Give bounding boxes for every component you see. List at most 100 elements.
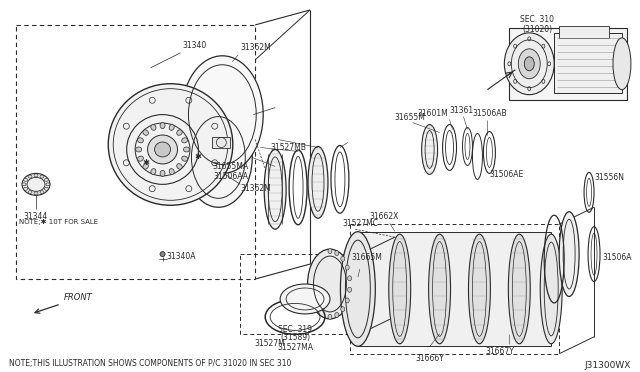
Ellipse shape (28, 190, 32, 193)
Ellipse shape (184, 147, 189, 152)
Ellipse shape (340, 307, 345, 312)
Ellipse shape (108, 84, 233, 205)
Ellipse shape (40, 175, 44, 178)
Text: 31527MB: 31527MB (270, 144, 306, 153)
Ellipse shape (138, 138, 143, 143)
Ellipse shape (264, 150, 286, 229)
Ellipse shape (559, 212, 579, 296)
Ellipse shape (504, 33, 554, 94)
Ellipse shape (540, 234, 562, 344)
Bar (358, 232, 551, 346)
Ellipse shape (169, 125, 174, 130)
Ellipse shape (177, 164, 182, 169)
Ellipse shape (345, 265, 349, 270)
Ellipse shape (308, 147, 328, 218)
Text: 31655MA: 31655MA (212, 162, 248, 171)
Bar (212, 137, 230, 148)
Ellipse shape (151, 125, 156, 130)
Text: 31506AE: 31506AE (490, 170, 524, 179)
Ellipse shape (429, 234, 451, 344)
Ellipse shape (524, 57, 534, 71)
Text: 31362M: 31362M (240, 185, 271, 193)
Ellipse shape (44, 187, 49, 190)
Ellipse shape (508, 234, 531, 344)
Text: 31666Y: 31666Y (415, 354, 444, 363)
Text: 31665M: 31665M (352, 253, 383, 262)
Ellipse shape (340, 256, 345, 261)
Ellipse shape (182, 156, 188, 161)
Text: 31506AB: 31506AB (472, 109, 507, 118)
Ellipse shape (169, 169, 174, 174)
Ellipse shape (44, 179, 49, 182)
Ellipse shape (22, 173, 50, 195)
Text: 31340A: 31340A (166, 251, 196, 261)
Ellipse shape (328, 248, 332, 254)
Ellipse shape (348, 287, 351, 292)
Ellipse shape (24, 179, 28, 182)
Ellipse shape (335, 251, 339, 256)
Bar (240, 254, 360, 334)
Ellipse shape (22, 183, 26, 186)
Ellipse shape (182, 138, 188, 143)
Text: (31589): (31589) (280, 333, 310, 342)
Ellipse shape (24, 187, 28, 190)
Text: J31300WX: J31300WX (584, 361, 631, 370)
Text: NOTE;✱ 10T FOR SALE: NOTE;✱ 10T FOR SALE (19, 219, 98, 225)
Ellipse shape (46, 183, 50, 186)
Ellipse shape (160, 170, 165, 176)
Ellipse shape (143, 130, 148, 135)
Text: 31344: 31344 (23, 212, 47, 221)
Text: SEC. 310
(31020): SEC. 310 (31020) (520, 15, 554, 34)
Text: 31667Y: 31667Y (485, 347, 514, 356)
Ellipse shape (136, 147, 141, 152)
Text: 31506AA: 31506AA (213, 172, 248, 181)
Ellipse shape (28, 175, 32, 178)
Ellipse shape (160, 122, 165, 129)
Ellipse shape (184, 108, 252, 207)
Ellipse shape (40, 190, 44, 193)
Text: 31340: 31340 (182, 41, 207, 50)
Ellipse shape (468, 234, 490, 344)
Ellipse shape (138, 156, 143, 161)
Text: 31527M: 31527M (255, 339, 285, 348)
Ellipse shape (613, 38, 631, 90)
Text: SEC. 319: SEC. 319 (278, 325, 312, 334)
Ellipse shape (308, 249, 353, 319)
Text: FRONT: FRONT (64, 293, 93, 302)
Ellipse shape (328, 314, 332, 320)
Text: 31506A: 31506A (602, 253, 632, 262)
Ellipse shape (155, 142, 170, 157)
Text: 31362M: 31362M (240, 43, 271, 52)
Ellipse shape (335, 312, 339, 317)
Ellipse shape (348, 276, 351, 281)
Text: ✱: ✱ (195, 152, 202, 161)
Ellipse shape (182, 56, 263, 173)
Text: 31527MC: 31527MC (342, 219, 378, 228)
Ellipse shape (34, 192, 38, 195)
Ellipse shape (388, 234, 411, 344)
Text: 31655M: 31655M (394, 113, 425, 122)
Text: 31527MA: 31527MA (277, 343, 313, 352)
Ellipse shape (340, 232, 375, 346)
Bar (559, 26, 609, 38)
Bar (16, 25, 255, 279)
Bar (350, 224, 559, 354)
Ellipse shape (148, 135, 177, 164)
Text: 31361: 31361 (449, 106, 474, 115)
Ellipse shape (422, 125, 438, 174)
Ellipse shape (151, 169, 156, 174)
Text: NOTE;THIS ILLUSTRATION SHOWS COMPONENTS OF P/C 31020 IN SEC 310: NOTE;THIS ILLUSTRATION SHOWS COMPONENTS … (9, 359, 291, 368)
Bar (509, 28, 627, 100)
Ellipse shape (160, 251, 165, 257)
Text: 31662X: 31662X (370, 212, 399, 221)
Ellipse shape (345, 298, 349, 303)
Ellipse shape (34, 174, 38, 177)
Ellipse shape (177, 130, 182, 135)
Ellipse shape (143, 164, 148, 169)
Text: 31601M: 31601M (417, 109, 448, 118)
Ellipse shape (518, 49, 540, 79)
Text: ✱: ✱ (142, 158, 149, 167)
Ellipse shape (280, 284, 330, 314)
Text: 31556N: 31556N (594, 173, 624, 182)
Bar (554, 33, 622, 93)
